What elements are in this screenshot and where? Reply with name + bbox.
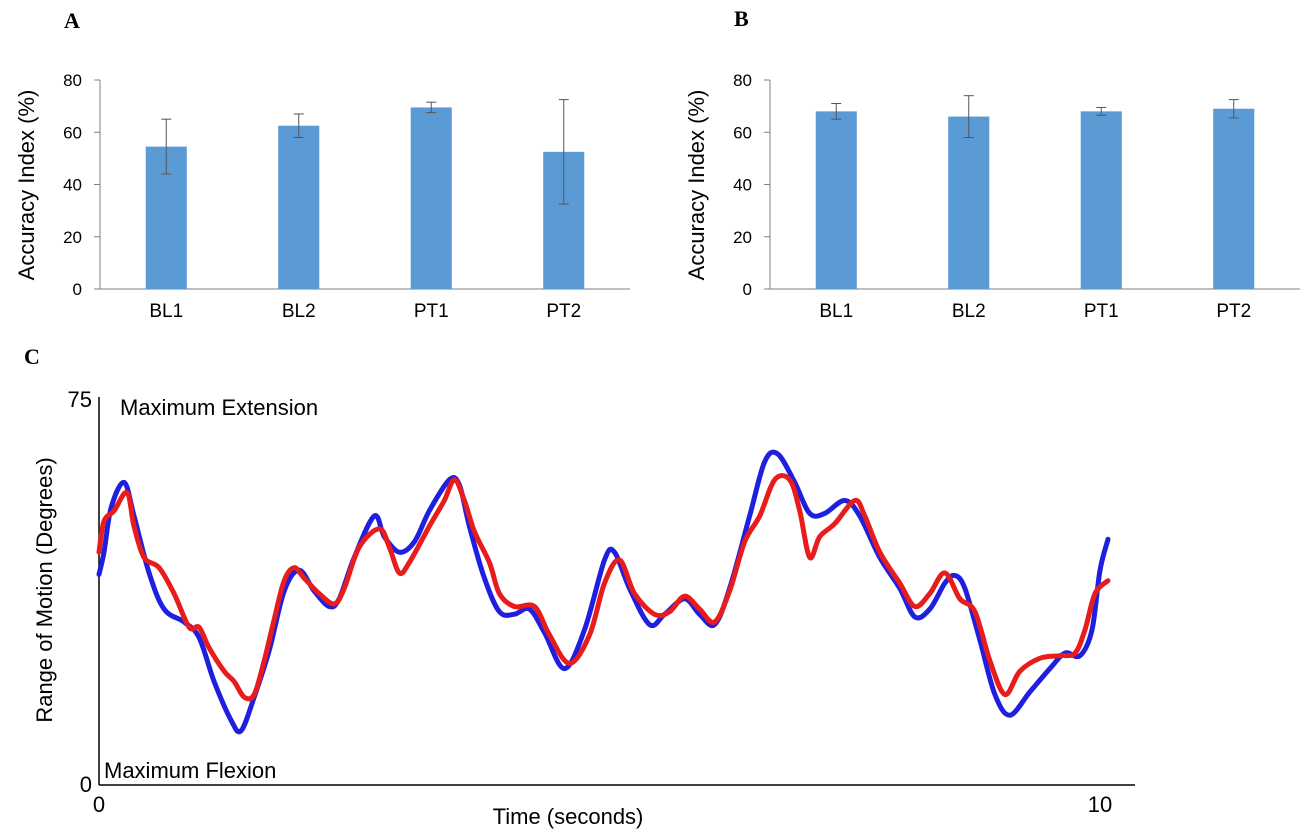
annotation-maximum-flexion: Maximum Flexion bbox=[104, 758, 276, 783]
panel-a-bar-pt1 bbox=[410, 107, 452, 290]
panel-c-x-tick-max: 10 bbox=[1088, 792, 1112, 817]
panel-b-y-tick-label: 20 bbox=[733, 228, 752, 247]
panel-b-y-tick-label: 80 bbox=[733, 71, 752, 90]
panel-b: B Accuracy Index (%) 0 20 40 60 80 BL1 BL2 PT1… bbox=[684, 6, 1300, 322]
panel-c-lines bbox=[96, 449, 1111, 735]
panel-a-y-tick-label: 60 bbox=[63, 123, 82, 142]
panel-c-y-axis-title: Range of Motion (Degrees) bbox=[32, 457, 57, 722]
panel-c-x-axis-title: Time (seconds) bbox=[493, 804, 644, 829]
panel-a-letter: A bbox=[64, 8, 80, 33]
panel-c-y-tick-max: 75 bbox=[68, 387, 92, 412]
panel-a-y-tick-label: 40 bbox=[63, 176, 82, 195]
panel-a-category-label: BL1 bbox=[149, 301, 183, 322]
panel-b-category-label: PT2 bbox=[1216, 301, 1251, 322]
panel-c-y-tick-min: 0 bbox=[80, 772, 92, 797]
panel-b-y-axis-title: Accuracy Index (%) bbox=[684, 90, 709, 281]
panel-a: A Accuracy Index (%) 0 20 40 60 80 BL1 BL2 PT1… bbox=[14, 8, 630, 322]
panel-b-y-tick-label: 40 bbox=[733, 176, 752, 195]
panel-a-categories: BL1 BL2 PT1 PT2 bbox=[149, 301, 581, 322]
panel-b-bar-pt1 bbox=[1080, 111, 1122, 289]
panel-a-category-label: PT1 bbox=[414, 301, 449, 322]
panel-a-bars bbox=[145, 99, 585, 290]
panel-c: C Range of Motion (Degrees) Time (second… bbox=[24, 344, 1135, 829]
annotation-maximum-extension: Maximum Extension bbox=[120, 395, 318, 420]
panel-a-y-tick-label: 80 bbox=[63, 71, 82, 90]
panel-b-bar-pt2 bbox=[1213, 108, 1255, 289]
panel-b-y-ticks: 0 20 40 60 80 bbox=[733, 71, 770, 299]
panel-c-x-tick-min: 0 bbox=[93, 792, 105, 817]
blue-trace-line bbox=[96, 449, 1111, 735]
panel-b-bars bbox=[815, 95, 1255, 289]
panel-a-category-label: PT2 bbox=[546, 301, 581, 322]
panel-a-y-tick-label: 0 bbox=[73, 280, 82, 299]
panel-a-category-label: BL2 bbox=[282, 301, 316, 322]
panel-b-letter: B bbox=[734, 6, 749, 31]
panel-b-y-tick-label: 60 bbox=[733, 123, 752, 142]
panel-b-category-label: BL2 bbox=[952, 301, 986, 322]
panel-b-categories: BL1 BL2 PT1 PT2 bbox=[819, 301, 1251, 322]
panel-a-y-axis-title: Accuracy Index (%) bbox=[14, 90, 39, 281]
panel-b-y-tick-label: 0 bbox=[743, 280, 752, 299]
panel-b-bar-bl1 bbox=[815, 111, 857, 289]
panel-c-letter: C bbox=[24, 344, 40, 369]
red-trace-line bbox=[96, 473, 1111, 702]
panel-a-y-tick-label: 20 bbox=[63, 228, 82, 247]
panel-b-category-label: BL1 bbox=[819, 301, 853, 322]
panel-b-bar-bl2 bbox=[948, 116, 990, 289]
panel-a-bar-bl2 bbox=[278, 125, 320, 289]
panel-b-category-label: PT1 bbox=[1084, 301, 1119, 322]
panel-a-y-ticks: 0 20 40 60 80 bbox=[63, 71, 100, 299]
